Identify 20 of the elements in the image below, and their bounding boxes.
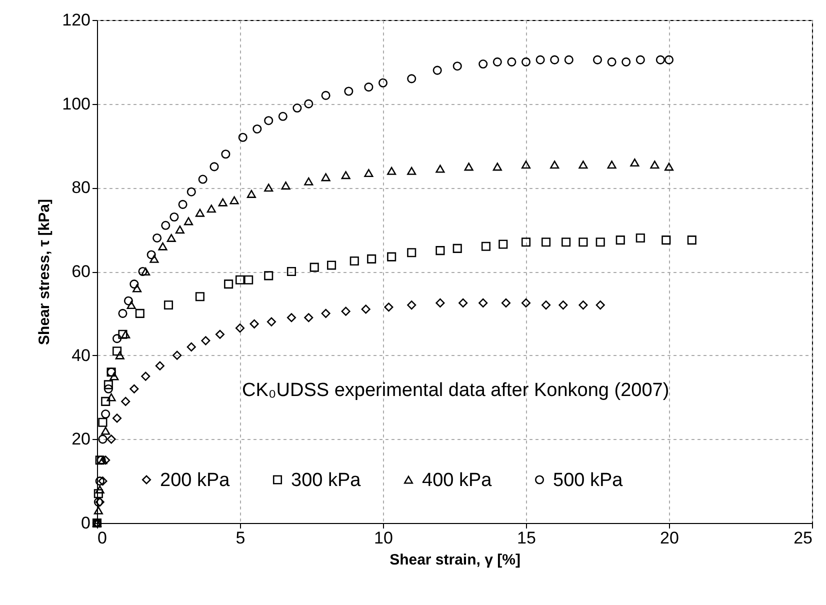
y-tick-label: 0 xyxy=(81,514,90,532)
legend-label: 300 kPa xyxy=(291,470,362,491)
x-axis-title: Shear strain, γ [%] xyxy=(390,552,520,568)
legend-label: 500 kPa xyxy=(553,470,624,491)
y-tick-label: 60 xyxy=(72,262,90,281)
y-tick-label: 100 xyxy=(62,94,90,114)
x-tick-label: 5 xyxy=(236,528,246,548)
y-tick-label: 120 xyxy=(62,10,90,30)
x-tick-label: 0 xyxy=(98,528,107,548)
annotation: CK₀UDSS experimental data after Konkong (2007) xyxy=(242,380,670,401)
x-tick-label: 20 xyxy=(660,528,679,548)
y-tick-label: 80 xyxy=(72,178,90,198)
x-tick-label: 25 xyxy=(794,528,812,548)
x-tick-label: 10 xyxy=(374,528,393,548)
y-tick-label: 40 xyxy=(72,346,90,365)
y-axis-title: Shear stress, τ [kPa] xyxy=(36,199,54,345)
x-tick-label: 15 xyxy=(517,528,536,548)
y-tick-label: 20 xyxy=(72,430,90,449)
legend-label: 400 kPa xyxy=(422,470,492,491)
legend-label: 200 kPa xyxy=(160,470,230,491)
